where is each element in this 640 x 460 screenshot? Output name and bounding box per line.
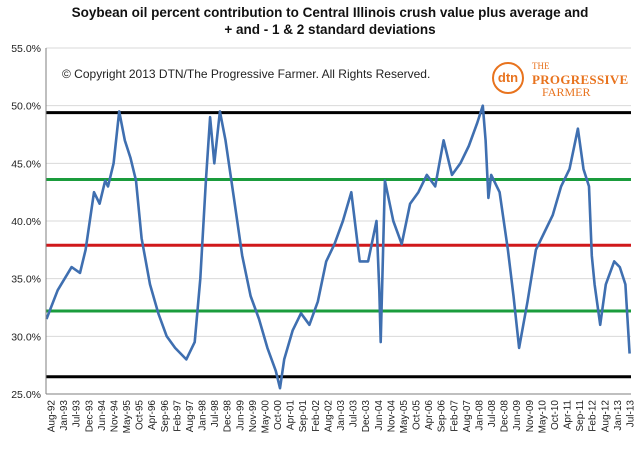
x-tick-label: Feb-07 [449,400,460,432]
x-tick-label: Oct-05 [412,400,423,430]
y-tick-label: 50.0% [11,101,41,113]
x-tick-label: Jan-08 [474,400,485,431]
x-tick-label: Aug-97 [185,400,196,433]
x-tick-label: May-05 [399,400,410,434]
x-tick-label: Oct-10 [550,400,561,430]
x-tick-label: May-10 [537,400,548,434]
x-tick-label: Nov-04 [386,400,397,433]
x-tick-label: Feb-97 [172,400,183,432]
x-tick-label: Sep-96 [160,400,171,433]
x-tick-label: Jun-04 [374,400,385,431]
x-tick-label: Jul-08 [487,400,498,428]
y-tick-label: 25.0% [11,389,41,401]
y-tick-label: 55.0% [11,43,41,55]
x-tick-label: Jul-98 [210,400,221,428]
x-tick-label: Oct-95 [135,400,146,430]
x-tick-label: May-00 [260,400,271,434]
x-tick-label: Feb-12 [588,400,599,432]
x-tick-label: Jul-03 [349,400,360,428]
x-tick-label: Jul-93 [72,400,83,428]
x-tick-label: Dec-93 [84,400,95,433]
x-tick-label: Aug-12 [600,400,611,433]
y-tick-label: 45.0% [11,158,41,170]
x-tick-label: Dec-98 [223,400,234,433]
x-tick-label: Jun-94 [97,400,108,431]
dtn-progressive-farmer-logo: dtn THE PROGRESSIVE FARMER [492,60,628,100]
x-tick-label: Apr-96 [147,400,158,430]
x-tick-label: Apr-11 [563,400,574,430]
x-tick-label: Jan-03 [336,400,347,431]
x-tick-label: Jan-13 [613,400,624,431]
x-tick-label: Aug-92 [47,400,58,433]
x-tick-label: Jan-93 [59,400,70,431]
x-tick-label: Nov-09 [525,400,536,433]
x-tick-label: Aug-07 [462,400,473,433]
x-tick-label: Jul-13 [626,400,637,428]
logo-word-the: THE [532,61,550,71]
x-tick-label: Sep-01 [298,400,309,433]
x-tick-label: Feb-02 [311,400,322,432]
chart-title-line-2: + and - 1 & 2 standard deviations [224,22,436,37]
x-tick-label: Jan-98 [198,400,209,431]
x-tick-label: Jun-09 [512,400,523,431]
x-tick-label: Jun-99 [235,400,246,431]
x-tick-label: Oct-00 [273,400,284,430]
chart-title-line-1: Soybean oil percent contribution to Cent… [71,5,589,20]
x-tick-label: May-95 [122,400,133,434]
x-tick-label: Apr-01 [286,400,297,430]
progressive-farmer-wordmark: THE PROGRESSIVE FARMER [532,60,629,99]
logo-word-farmer: FARMER [542,85,591,99]
y-tick-label: 40.0% [11,216,41,228]
series-line [45,104,631,390]
x-tick-label: Apr-06 [424,400,435,430]
x-tick-label: Sep-11 [575,400,586,432]
x-tick-label: Nov-99 [248,400,259,433]
x-tick-label: Aug-02 [323,400,334,433]
x-tick-label: Nov-94 [109,400,120,433]
copyright-annotation: © Copyright 2013 DTN/The Progressive Far… [62,67,431,81]
x-tick-label: Sep-06 [437,400,448,433]
chart-title: Soybean oil percent contribution to Cent… [40,4,620,38]
logo-word-progressive: PROGRESSIVE [532,72,629,87]
dtn-logo-mark: dtn [492,62,524,94]
y-tick-label: 35.0% [11,274,41,286]
y-tick-label: 30.0% [11,331,41,343]
x-tick-label: Dec-03 [361,400,372,433]
x-tick-label: Dec-08 [500,400,511,433]
